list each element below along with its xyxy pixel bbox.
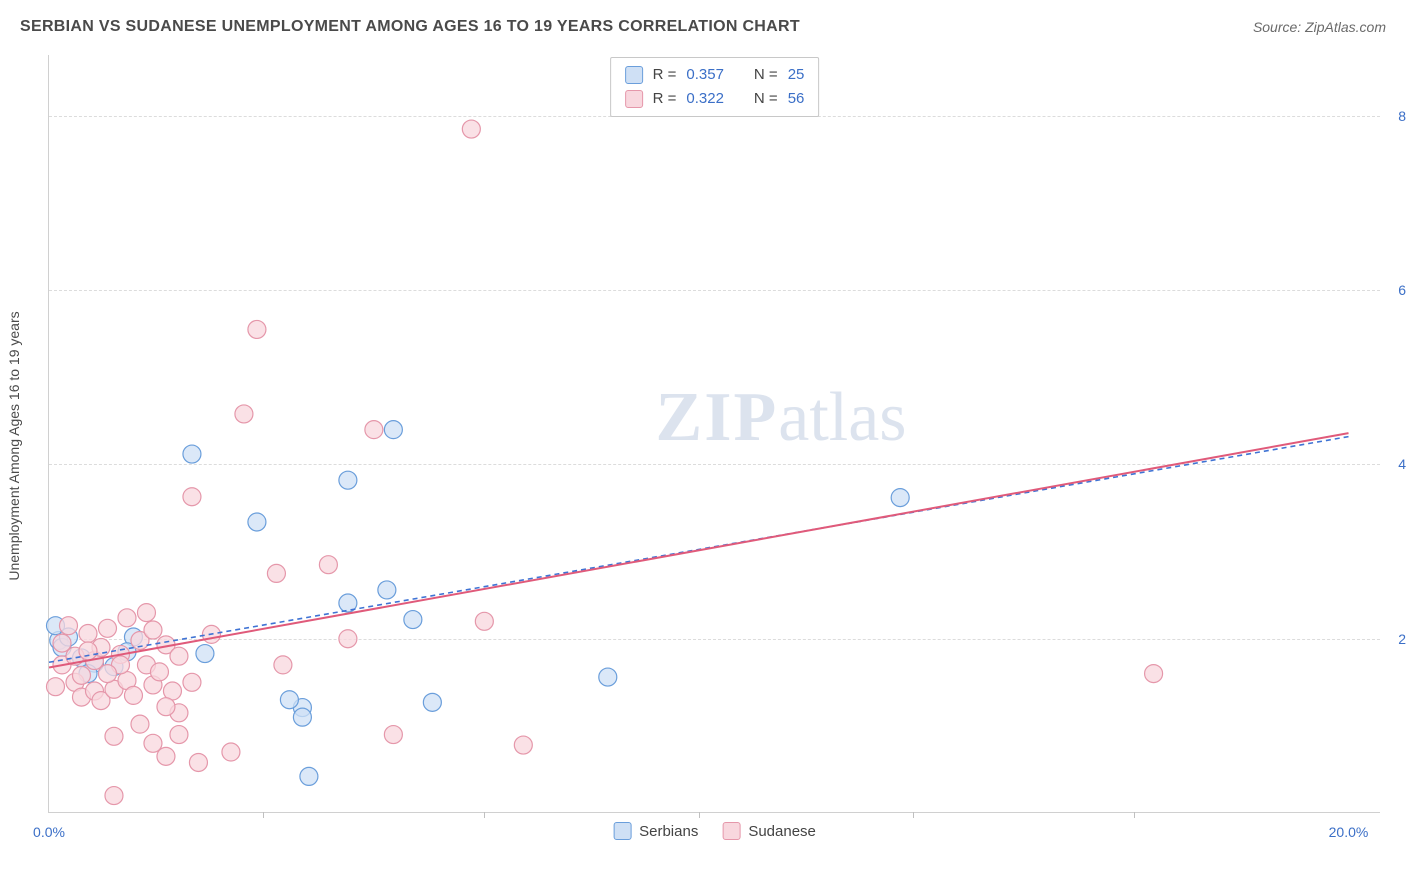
legend-item: Sudanese <box>722 822 816 840</box>
data-point <box>300 767 318 785</box>
data-point <box>98 665 116 683</box>
x-minor-tick <box>699 812 700 818</box>
chart-title: SERBIAN VS SUDANESE UNEMPLOYMENT AMONG A… <box>20 18 800 36</box>
plot-area: ZIPatlas 20.0%40.0%60.0%80.0% 0.0%20.0% … <box>48 55 1380 813</box>
data-point <box>118 609 136 627</box>
data-point <box>599 668 617 686</box>
data-point <box>462 120 480 138</box>
data-point <box>274 656 292 674</box>
data-point <box>157 747 175 765</box>
x-minor-tick <box>913 812 914 818</box>
x-minor-tick <box>1134 812 1135 818</box>
y-axis-label: Unemployment Among Ages 16 to 19 years <box>6 311 22 580</box>
x-minor-tick <box>263 812 264 818</box>
data-point <box>319 556 337 574</box>
data-point <box>144 621 162 639</box>
data-point <box>124 686 142 704</box>
data-point <box>131 715 149 733</box>
legend-n-value: 56 <box>788 87 805 111</box>
data-point <box>365 421 383 439</box>
legend-label: Sudanese <box>748 823 816 840</box>
data-point <box>267 564 285 582</box>
data-point <box>157 698 175 716</box>
legend-swatch <box>625 66 643 84</box>
data-point <box>105 787 123 805</box>
legend-bottom: Serbians Sudanese <box>613 822 816 840</box>
legend-r-value: 0.357 <box>686 63 724 87</box>
data-point <box>293 708 311 726</box>
data-point <box>280 691 298 709</box>
data-point <box>339 630 357 648</box>
data-point <box>514 736 532 754</box>
data-point <box>137 604 155 622</box>
data-point <box>183 488 201 506</box>
data-point <box>222 743 240 761</box>
plot-svg <box>49 55 1380 812</box>
y-tick-label: 40.0% <box>1398 456 1406 472</box>
y-tick-label: 80.0% <box>1398 108 1406 124</box>
data-point <box>189 753 207 771</box>
legend-n-value: 25 <box>788 63 805 87</box>
data-point <box>98 619 116 637</box>
trend-line <box>49 433 1349 667</box>
data-point <box>891 489 909 507</box>
x-tick-label: 20.0% <box>1329 824 1369 840</box>
legend-top-row: R = 0.322 N = 56 <box>625 87 805 111</box>
x-tick-label: 0.0% <box>33 824 65 840</box>
legend-swatch <box>625 90 643 108</box>
legend-swatch <box>613 822 631 840</box>
legend-r-value: 0.322 <box>686 87 724 111</box>
data-point <box>196 645 214 663</box>
data-point <box>423 693 441 711</box>
y-tick-label: 60.0% <box>1398 282 1406 298</box>
source-label: Source: ZipAtlas.com <box>1253 19 1386 35</box>
legend-n-label: N = <box>754 63 778 87</box>
legend-swatch <box>722 822 740 840</box>
data-point <box>248 513 266 531</box>
data-point <box>183 445 201 463</box>
data-point <box>105 727 123 745</box>
data-point <box>59 617 77 635</box>
data-point <box>79 642 97 660</box>
legend-n-label: N = <box>754 87 778 111</box>
data-point <box>248 320 266 338</box>
y-tick-label: 20.0% <box>1398 631 1406 647</box>
data-point <box>1145 665 1163 683</box>
data-point <box>46 678 64 696</box>
data-point <box>339 471 357 489</box>
data-point <box>384 421 402 439</box>
data-point <box>72 666 90 684</box>
data-point <box>384 726 402 744</box>
data-point <box>235 405 253 423</box>
data-point <box>183 673 201 691</box>
legend-top: R = 0.357 N = 25 R = 0.322 N = 56 <box>610 57 820 117</box>
legend-r-label: R = <box>653 63 677 87</box>
legend-item: Serbians <box>613 822 698 840</box>
data-point <box>170 726 188 744</box>
data-point <box>79 625 97 643</box>
legend-label: Serbians <box>639 823 698 840</box>
data-point <box>150 663 168 681</box>
data-point <box>378 581 396 599</box>
data-point <box>404 611 422 629</box>
data-point <box>475 612 493 630</box>
x-minor-tick <box>484 812 485 818</box>
legend-r-label: R = <box>653 87 677 111</box>
data-point <box>170 647 188 665</box>
legend-top-row: R = 0.357 N = 25 <box>625 63 805 87</box>
